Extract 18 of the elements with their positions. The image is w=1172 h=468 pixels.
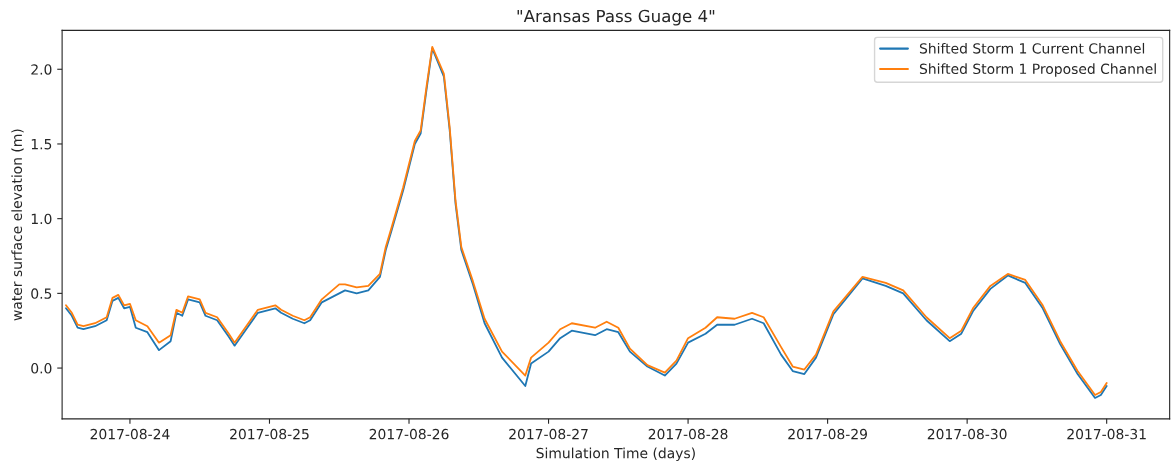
y-tick-label: 0.5 xyxy=(31,288,52,299)
y-tick-label: 2.0 xyxy=(31,64,52,75)
x-tick-label: 2017-08-24 xyxy=(90,428,170,440)
x-tick-label: 2017-08-29 xyxy=(788,428,867,440)
x-tick-label: 2017-08-31 xyxy=(1067,428,1146,440)
legend-label: Shifted Storm 1 Proposed Channel xyxy=(919,63,1156,77)
x-axis-title: Simulation Time (days) xyxy=(536,447,695,462)
x-tick-label: 2017-08-25 xyxy=(230,428,309,440)
x-tick-label: 2017-08-27 xyxy=(509,428,588,440)
x-tick-label: 2017-08-30 xyxy=(927,428,1007,440)
y-tick-label: 1.0 xyxy=(31,213,52,225)
x-tick-label: 2017-08-26 xyxy=(369,428,449,440)
legend-label: Shifted Storm 1 Current Channel xyxy=(919,42,1145,54)
chart-title: "Aransas Pass Guage 4" xyxy=(517,9,715,26)
y-axis-title: water surface elevation (m) xyxy=(11,129,24,321)
y-tick-label: 1.5 xyxy=(31,139,52,150)
x-tick-label: 2017-08-28 xyxy=(648,428,728,440)
y-tick-label: 0.0 xyxy=(31,363,52,374)
